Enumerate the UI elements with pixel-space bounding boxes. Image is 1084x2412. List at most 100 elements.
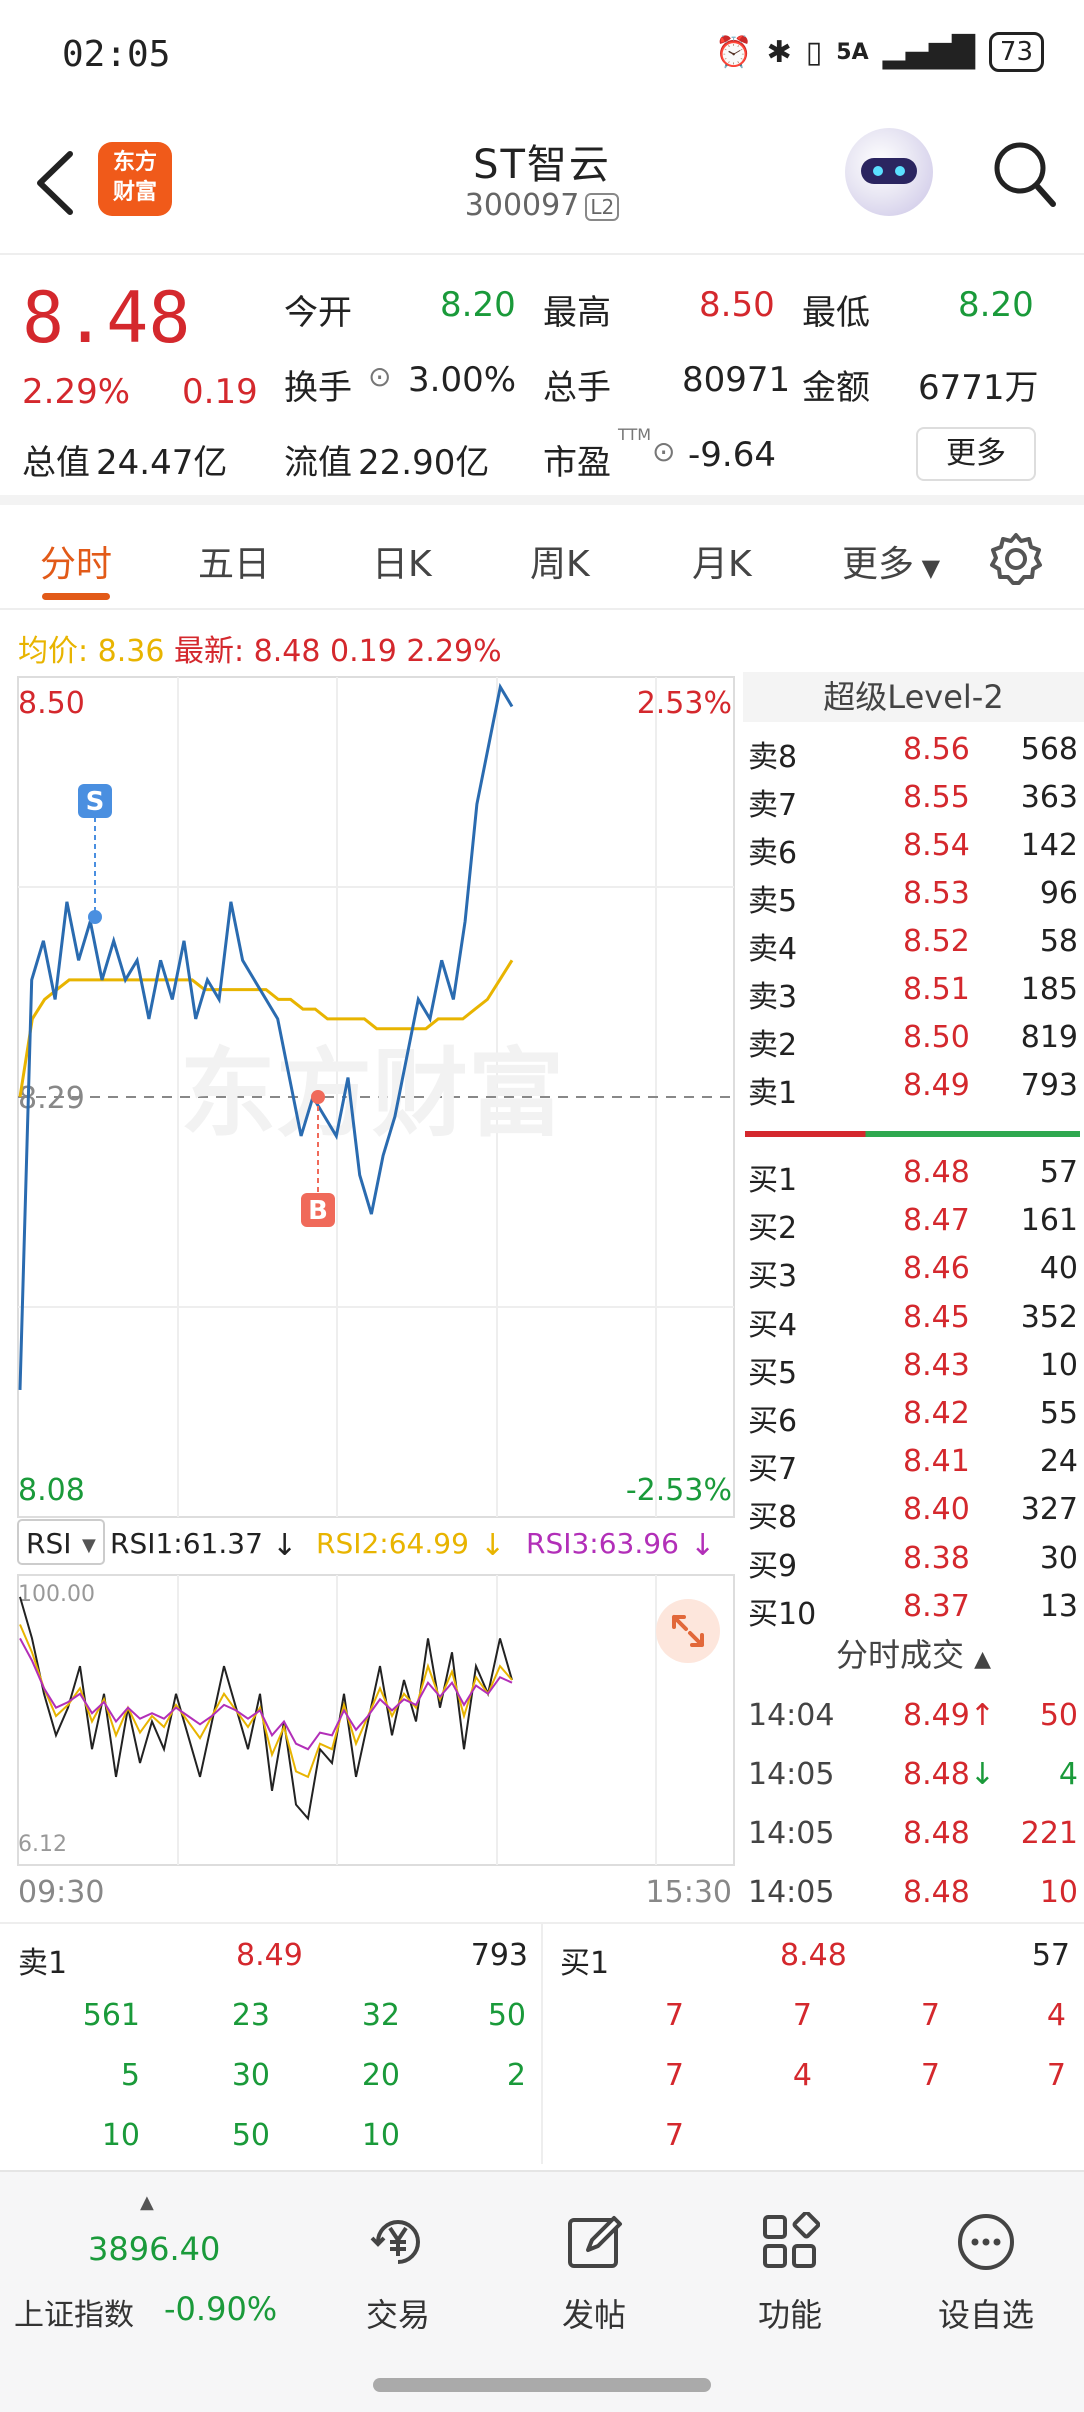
- ask-price: 8.52: [903, 924, 970, 959]
- expand-up-icon: ▲: [140, 2192, 154, 2213]
- ask-row[interactable]: 卖8 8.56 568: [743, 726, 1084, 775]
- tab-daily-k[interactable]: 日K: [372, 544, 432, 585]
- tab-monthly-k[interactable]: 月K: [692, 544, 752, 585]
- sell1-volume: 793: [470, 1938, 528, 1973]
- nav-post-label: 发帖: [561, 2296, 626, 2334]
- volume-label: 总手: [543, 368, 611, 408]
- pe-info-icon[interactable]: ⊙: [652, 435, 676, 468]
- order-book-title: 超级Level-2: [743, 672, 1084, 722]
- bid-level: 买5: [748, 1355, 798, 1391]
- bid-price: 8.43: [903, 1347, 970, 1383]
- buy-marker[interactable]: B: [301, 1090, 335, 1227]
- ask-price: 8.49: [903, 1068, 970, 1103]
- tab-more[interactable]: 更多 ▼: [842, 535, 940, 587]
- bid-price: 8.48: [903, 1155, 970, 1190]
- nav-trade-label: 交易: [365, 2296, 430, 2334]
- trade-time: 14:04: [748, 1698, 835, 1733]
- settings-gear-icon[interactable]: [988, 531, 1044, 587]
- stock-header: 东方 财富 ST智云 300097 L2: [0, 110, 1084, 255]
- ask-level: 卖3: [748, 980, 798, 1015]
- eastmoney-logo[interactable]: 东方 财富: [98, 142, 172, 216]
- bid-row[interactable]: 买2 8.47 161: [743, 1197, 1084, 1246]
- trade-price-value: 8.48: [903, 1875, 970, 1910]
- nav-trade[interactable]: 交易: [328, 2212, 468, 2336]
- nav-functions[interactable]: 功能: [720, 2210, 860, 2336]
- intraday-summary: 均价: 8.36 最新: 8.48 0.19 2.29%: [18, 626, 502, 670]
- bid-volume: 30: [1039, 1540, 1078, 1576]
- signal-icon: ▂▄▆█: [882, 34, 975, 70]
- bid-row[interactable]: 买1 8.48 57: [743, 1149, 1084, 1198]
- tab-weekly-k[interactable]: 周K: [530, 544, 590, 585]
- search-icon[interactable]: [990, 138, 1058, 210]
- nav-add-watchlist[interactable]: 设自选: [916, 2212, 1056, 2336]
- amount-label: 金额: [802, 368, 870, 408]
- ask-volume: 142: [1020, 828, 1078, 863]
- sell-queue-order: 10: [101, 2118, 140, 2153]
- rsi3-label: RSI3:63.96: [526, 1527, 679, 1560]
- latest-percent: 2.29%: [406, 634, 502, 669]
- tab-five-day[interactable]: 五日: [198, 544, 271, 585]
- bid-row[interactable]: 买10 8.37 13: [743, 1583, 1084, 1632]
- high-label: 最高: [543, 293, 611, 333]
- index-widget[interactable]: ▲ 3896.40 上证指数 -0.90%: [14, 2192, 284, 2342]
- bid-row[interactable]: 买8 8.40 327: [743, 1486, 1084, 1535]
- sell-marker[interactable]: S: [78, 784, 112, 924]
- bid-level: 买6: [748, 1404, 798, 1439]
- ask-row[interactable]: 卖7 8.55 363: [743, 774, 1084, 823]
- buy-queue-order: 7: [664, 2058, 684, 2093]
- fullscreen-expand-icon[interactable]: [656, 1599, 720, 1663]
- trade-row: 14:05 8.48 10: [743, 1869, 1084, 1917]
- bid-row[interactable]: 买4 8.45 352: [743, 1294, 1084, 1343]
- ask-level: 卖1: [748, 1076, 798, 1111]
- price-line: [18, 682, 514, 1390]
- ask-volume: 185: [1020, 972, 1078, 1007]
- sell-queue-order: 32: [361, 1998, 400, 2033]
- nav-post[interactable]: 发帖: [524, 2212, 664, 2336]
- trade-price: 8.49↑: [903, 1698, 995, 1733]
- network-label: 5A: [836, 39, 869, 65]
- bid-price: 8.38: [903, 1540, 970, 1576]
- logo-line-2: 财富: [112, 180, 157, 205]
- more-button[interactable]: 更多: [916, 427, 1036, 481]
- queue-divider: [541, 1924, 543, 2164]
- ask-row[interactable]: 卖6 8.54 142: [743, 822, 1084, 871]
- bid-price: 8.41: [903, 1444, 970, 1480]
- rsi-top-label: 100.00: [18, 1582, 95, 1607]
- bid-row[interactable]: 买6 8.42 55: [743, 1390, 1084, 1439]
- ask-row[interactable]: 卖3 8.51 185: [743, 966, 1084, 1015]
- alarm-icon: ⏰: [715, 34, 753, 70]
- change-amount: 0.19: [182, 372, 258, 412]
- trade-time: 14:05: [748, 1757, 835, 1792]
- home-indicator[interactable]: [373, 2378, 711, 2392]
- bid-row[interactable]: 买5 8.43 10: [743, 1342, 1084, 1391]
- rsi-selector[interactable]: [17, 1519, 105, 1565]
- bid-row[interactable]: 买3 8.46 40: [743, 1245, 1084, 1294]
- trade-time: 14:05: [748, 1875, 835, 1910]
- bid-row[interactable]: 买7 8.41 24: [743, 1438, 1084, 1487]
- buy-queue-order: 7: [792, 1998, 812, 2033]
- open-value: 8.20: [440, 285, 516, 325]
- ask-row[interactable]: 卖1 8.49 793: [743, 1062, 1084, 1111]
- float-cap-label: 流值: [284, 443, 352, 483]
- tick-trades-title[interactable]: 分时成交 ▲: [743, 1630, 1084, 1680]
- ask-row[interactable]: 卖2 8.50 819: [743, 1014, 1084, 1063]
- bid-ask-ratio-bar: [745, 1131, 1080, 1137]
- tab-intraday[interactable]: 分时: [40, 544, 113, 585]
- robot-assistant-icon[interactable]: [845, 128, 933, 216]
- trade-row: 14:05 8.48 221: [743, 1810, 1084, 1858]
- ask-price: 8.50: [903, 1020, 970, 1055]
- ask-price: 8.56: [903, 732, 970, 767]
- ask-level: 卖2: [748, 1028, 798, 1063]
- ask-row[interactable]: 卖4 8.52 58: [743, 918, 1084, 967]
- bid-row[interactable]: 买9 8.38 30: [743, 1535, 1084, 1584]
- back-arrow-icon[interactable]: [32, 148, 76, 218]
- trade-price-value: 8.48: [903, 1757, 970, 1792]
- stock-code: 300097: [464, 188, 580, 223]
- rsi3-line: [19, 1637, 513, 1751]
- intraday-chart[interactable]: 东方财富 8.50 8.29 8.08 2.53% -2.53% S B RSI…: [0, 665, 743, 1920]
- ask-row[interactable]: 卖5 8.53 96: [743, 870, 1084, 919]
- info-circle-icon[interactable]: ⊙: [368, 360, 392, 393]
- l2-badge: L2: [585, 192, 620, 221]
- sell-queue-order: 23: [231, 1998, 270, 2033]
- bid-volume: 161: [1020, 1203, 1078, 1239]
